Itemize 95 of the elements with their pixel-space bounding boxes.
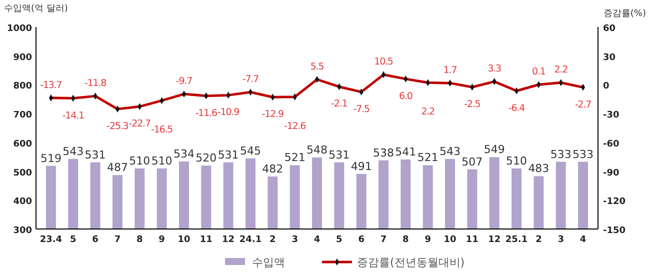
x-tick-label: 24.1	[239, 235, 262, 245]
data-label: -12.6	[284, 120, 306, 132]
y2-tick-label: -30	[603, 110, 620, 121]
data-label: 538	[373, 146, 394, 160]
data-label: -14.1	[62, 110, 84, 122]
x-tick-label: 25.1	[505, 235, 528, 245]
data-label: 483	[528, 162, 550, 176]
data-label: 507	[462, 155, 483, 168]
x-tick-label: 3	[292, 235, 298, 245]
data-label: 3.3	[488, 64, 502, 75]
y-tick-label: 500	[13, 168, 32, 178]
x-tick-label: 12	[488, 235, 501, 245]
y2-tick-label: 0	[603, 82, 610, 92]
y-axis-title: 수입액(억 달러)	[4, 4, 68, 14]
y2-tick-label: -150	[603, 226, 626, 236]
x-tick-label: 3	[558, 235, 564, 245]
data-label: -7.7	[242, 74, 260, 86]
data-label: -6.4	[508, 102, 526, 114]
data-label: 510	[151, 154, 172, 168]
data-label: 534	[173, 147, 194, 160]
data-label: -9.7	[176, 76, 193, 88]
data-label: 549	[484, 143, 505, 156]
data-label: 10.5	[374, 56, 394, 68]
y-tick-label: 800	[13, 82, 32, 92]
y-tick-label: 700	[13, 110, 32, 121]
data-label: -11.8	[84, 78, 107, 90]
x-tick-label: 8	[402, 235, 409, 245]
x-tick-label: 9	[158, 235, 165, 245]
y2-tick-label: -90	[603, 168, 620, 178]
x-tick-label: 7	[114, 235, 121, 245]
y-tick-label: 400	[13, 197, 32, 208]
data-label: 521	[284, 151, 306, 164]
data-label: 519	[40, 152, 62, 165]
y2-tick-label: -60	[603, 139, 620, 150]
x-tick-label: 7	[380, 235, 387, 245]
data-label: 520	[196, 152, 217, 165]
data-label: 2.2	[421, 106, 436, 118]
x-tick-label: 10	[444, 235, 456, 245]
x-tick-label: 4	[580, 235, 586, 245]
data-label: 5.5	[310, 61, 324, 72]
data-label: -2.5	[464, 99, 481, 110]
x-tick-label: 9	[424, 235, 431, 245]
data-label: 487	[106, 161, 128, 174]
data-label: 6.0	[399, 90, 413, 102]
data-label: -22.7	[128, 118, 151, 130]
data-label: -10.9	[218, 107, 240, 118]
data-label: 2.2	[554, 64, 568, 76]
y2-tick-label: 30	[603, 52, 616, 63]
data-label: 510	[129, 154, 150, 168]
data-label: -12.9	[262, 109, 284, 120]
data-label: 543	[62, 144, 84, 158]
data-label: 543	[440, 144, 461, 158]
data-label: -11.6	[195, 108, 218, 119]
data-label: 510	[506, 154, 528, 168]
y2-tick-label: -120	[603, 197, 626, 208]
x-tick-label: 8	[136, 235, 143, 245]
x-tick-label: 11	[466, 235, 478, 245]
data-label: 531	[84, 148, 106, 162]
data-label: 1.7	[443, 65, 458, 76]
x-tick-label: 6	[92, 235, 98, 245]
data-label: -16.5	[151, 124, 174, 136]
data-label: 0.1	[532, 66, 546, 78]
x-tick-label: 2	[270, 235, 276, 245]
x-tick-label: 2	[536, 235, 542, 245]
y2-axis-title: 증감률(%)	[603, 9, 646, 19]
legend-label: 증감률(전년동월대비)	[357, 256, 465, 269]
data-label: 548	[306, 143, 328, 156]
data-label: 533	[550, 148, 572, 161]
x-tick-label: 4	[314, 235, 320, 245]
data-label: -13.7	[40, 80, 62, 91]
data-label: -25.3	[106, 121, 129, 132]
legend-label: 수입액	[252, 256, 285, 269]
x-tick-label: 10	[178, 235, 190, 245]
data-label: 521	[417, 151, 438, 164]
data-label: 541	[395, 145, 416, 158]
data-label: 533	[572, 148, 594, 161]
data-label: 531	[328, 148, 350, 162]
data-label: 491	[350, 160, 372, 173]
y-tick-label: 1000	[6, 24, 32, 34]
data-label: 545	[240, 144, 261, 158]
data-label: -7.5	[353, 104, 370, 115]
y-tick-label: 900	[13, 52, 32, 63]
x-tick-label: 12	[222, 235, 235, 245]
data-label: 531	[218, 148, 239, 162]
y-tick-label: 600	[13, 139, 32, 150]
data-label: 482	[262, 162, 284, 176]
x-tick-label: 11	[200, 235, 212, 245]
data-label: -2.1	[331, 98, 348, 110]
x-tick-label: 5	[336, 235, 342, 245]
x-tick-label: 5	[70, 235, 76, 245]
x-tick-label: 23.4	[40, 235, 62, 245]
data-label: -2.7	[574, 99, 592, 110]
y-tick-label: 300	[13, 226, 32, 236]
y2-tick-label: 60	[603, 24, 616, 34]
x-tick-label: 6	[358, 235, 364, 245]
